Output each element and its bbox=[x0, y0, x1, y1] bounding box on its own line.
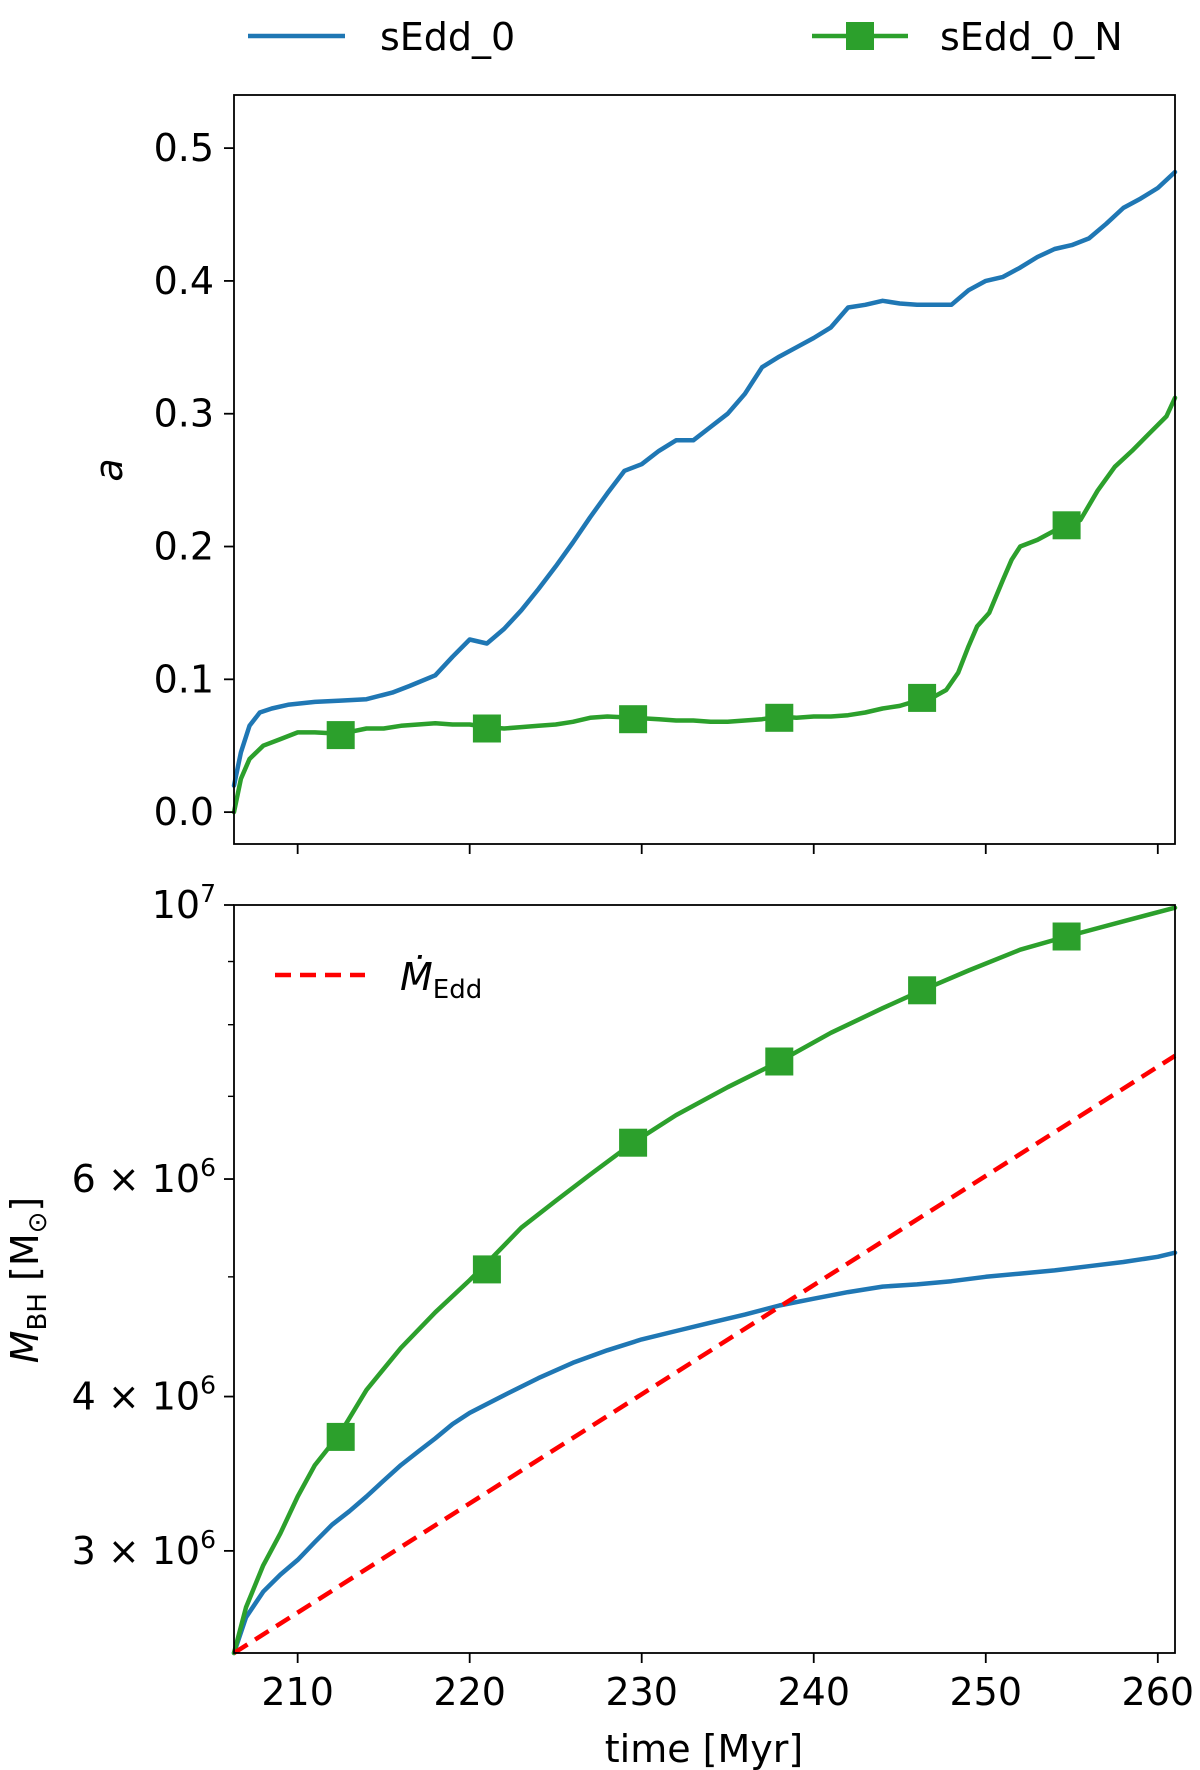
bottom-marker-sedd-0-n-3 bbox=[765, 1047, 794, 1076]
bottom-y-tick-label-3: 107 bbox=[152, 879, 216, 927]
top-series-layer bbox=[231, 169, 1178, 815]
top-marker-sedd-0-n-1 bbox=[472, 714, 501, 743]
top-y-ticks: 0.0 0.1 0.2 0.3 0.4 0.5 bbox=[154, 126, 234, 834]
bottom-marker-sedd-0-n-0 bbox=[326, 1422, 355, 1451]
bottom-y-tick-label-0: 3 × 106 bbox=[72, 1525, 216, 1573]
bottom-x-ticks: 210 220 230 240 250 260 bbox=[261, 1653, 1194, 1714]
bottom-marker-sedd-0-n-1 bbox=[472, 1255, 501, 1284]
top-marker-sedd-0-n-3 bbox=[765, 703, 794, 732]
legend-label-sedd-0-n: sEdd_0_N bbox=[940, 15, 1123, 59]
top-x-ticks bbox=[296, 844, 1159, 854]
top-line-sedd-0-n bbox=[231, 395, 1178, 815]
top-y-tick-label-2: 0.2 bbox=[154, 525, 214, 569]
bottom-line-edd bbox=[232, 1053, 1177, 1655]
top-y-tick-label-0: 0.0 bbox=[154, 790, 214, 834]
top-panel-frame bbox=[233, 94, 1176, 845]
bottom-x-tick-label-220: 220 bbox=[433, 1670, 506, 1714]
top-y-tick-label-3: 0.3 bbox=[154, 392, 214, 436]
bottom-x-tick-label-260: 260 bbox=[1122, 1670, 1195, 1714]
bottom-x-tick-label-250: 250 bbox=[950, 1670, 1023, 1714]
figure-legend: sEdd_0 sEdd_0_N bbox=[248, 15, 1123, 59]
top-line-sedd-0 bbox=[231, 169, 1178, 788]
inner-legend: ṀEdd bbox=[275, 955, 482, 1005]
bottom-x-tick-label-230: 230 bbox=[605, 1670, 678, 1714]
bottom-marker-sedd-0-n-5 bbox=[1052, 922, 1081, 951]
top-panel-spin: 0.0 0.1 0.2 0.3 0.4 0.5 a bbox=[87, 94, 1178, 854]
legend-marker-sedd-0-n bbox=[846, 22, 874, 50]
bottom-line-sedd-0 bbox=[231, 1250, 1178, 1656]
top-y-tick-label-4: 0.4 bbox=[154, 259, 214, 303]
bottom-marker-sedd-0-n-2 bbox=[619, 1128, 648, 1157]
top-marker-sedd-0-n-2 bbox=[619, 705, 648, 734]
bottom-x-axis-title: time [Myr] bbox=[605, 1727, 803, 1770]
top-marker-sedd-0-n-0 bbox=[326, 721, 355, 750]
bottom-y-axis-title: MBH [M⊙] bbox=[3, 1197, 53, 1364]
bottom-y-tick-label-1: 4 × 106 bbox=[72, 1371, 216, 1419]
top-marker-sedd-0-n-4 bbox=[908, 683, 937, 712]
top-y-axis-title: a bbox=[87, 458, 131, 481]
bottom-line-sedd-0-n bbox=[231, 905, 1178, 1656]
bottom-y-ticks: 3 × 106 4 × 106 6 × 106 107 bbox=[72, 879, 234, 1573]
bottom-x-tick-label-240: 240 bbox=[777, 1670, 850, 1714]
bottom-panel-frame bbox=[233, 904, 1176, 1654]
inner-legend-label-eddington: ṀEdd bbox=[400, 955, 482, 1005]
top-marker-sedd-0-n-5 bbox=[1052, 511, 1081, 540]
bottom-y-tick-label-2: 6 × 106 bbox=[72, 1153, 216, 1201]
bottom-panel-mass: 210 220 230 240 250 260 3 × 106 4 × 106 6 × 106… bbox=[3, 879, 1194, 1770]
top-y-tick-label-1: 0.1 bbox=[154, 657, 214, 701]
top-y-tick-label-5: 0.5 bbox=[154, 126, 214, 170]
bottom-marker-sedd-0-n-4 bbox=[908, 976, 937, 1005]
legend-label-sedd-0: sEdd_0 bbox=[380, 15, 515, 59]
bottom-x-tick-label-210: 210 bbox=[261, 1670, 334, 1714]
bottom-series-layer bbox=[231, 905, 1178, 1656]
